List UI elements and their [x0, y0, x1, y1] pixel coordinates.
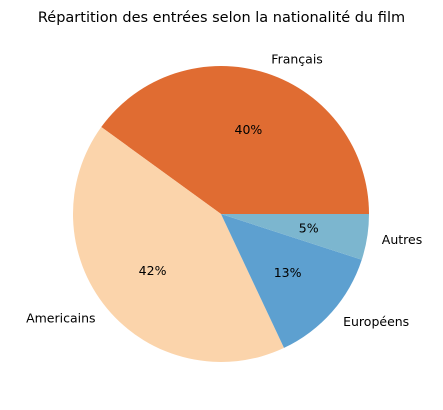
chart-title: Répartition des entrées selon la nationa… [38, 10, 405, 26]
pie-percent-label-europeens: 13% [274, 265, 302, 280]
pie-category-label-autres: Autres [382, 232, 422, 247]
pie-percent-label-autres: 5% [299, 220, 319, 235]
pie-category-label-americains: Americains [26, 310, 95, 325]
pie-labels: 40% Français 42% Americains 13% Européens 5% Au… [26, 52, 422, 329]
pie-percent-label-americains: 42% [139, 263, 167, 278]
pie-slices [72, 66, 369, 363]
pie-category-label-francais: Français [271, 52, 323, 67]
pie-category-label-europeens: Européens [343, 314, 409, 329]
pie-slice-autres [221, 214, 369, 260]
pie-slice-europeens [221, 214, 362, 348]
pie-percent-label-francais: 40% [235, 122, 263, 137]
pie-slice-americains [72, 127, 285, 363]
pie-slice-francais [101, 66, 369, 215]
